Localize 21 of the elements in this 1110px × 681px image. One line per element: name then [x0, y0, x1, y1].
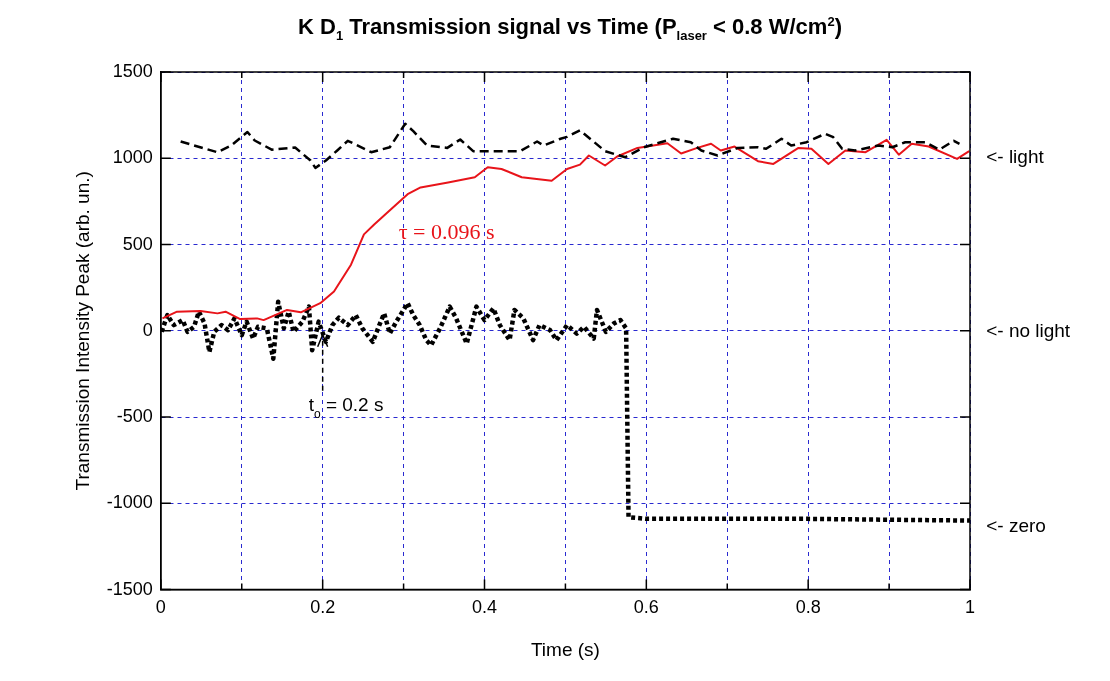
text: <- zero [986, 515, 1046, 537]
text: <- no light [986, 320, 1071, 342]
y-axis-title: Transmission Intensity Peak (arb. un.) [71, 171, 93, 491]
x-tick-label: 0.6 [633, 597, 659, 618]
y-tick-label: -1500 [106, 578, 153, 599]
y-tick-label: -1000 [106, 492, 153, 513]
y-tick-label: -500 [116, 406, 153, 427]
x-tick-label: 0.8 [795, 597, 821, 618]
y-tick-label: 500 [122, 233, 153, 254]
x-tick-label: 0.4 [471, 597, 498, 618]
text: <- light [986, 145, 1045, 167]
x-tick-label: 0 [155, 597, 166, 618]
y-tick-label: 1000 [112, 147, 153, 168]
y-tick-label: 0 [142, 319, 153, 340]
chart-title: K D$_{1}$ Transmission signal vs Time (P$_{laser}$ < 0.8 W/cm$^{2}$) [297, 14, 843, 43]
x-tick-label: 0.2 [310, 597, 336, 618]
annotation: τ = 0.096 s [398, 218, 495, 244]
x-axis-title: Time (s) [530, 638, 600, 660]
x-tick-label: 1 [964, 597, 976, 618]
line-series [179, 122, 961, 170]
y-tick-label: 1500 [112, 60, 153, 81]
